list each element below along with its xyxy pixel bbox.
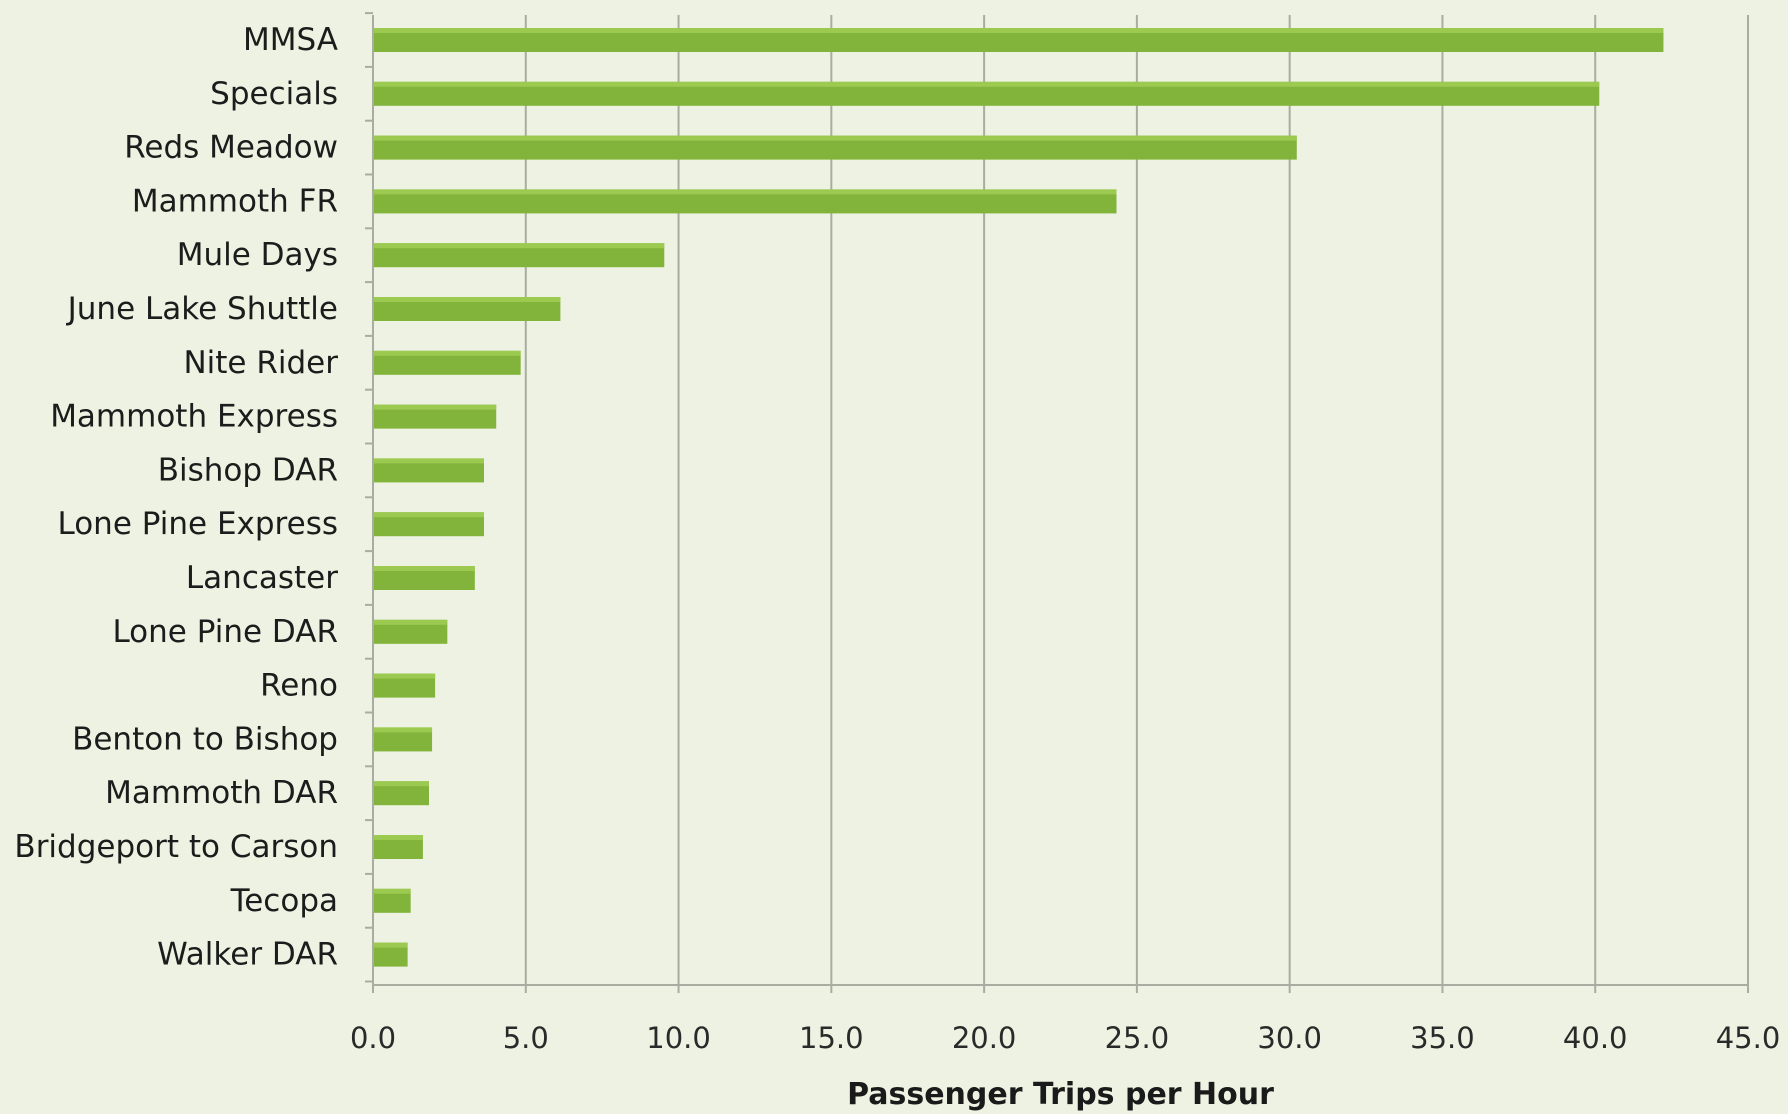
category-label-reno: Reno <box>260 668 338 704</box>
x-tick-label-35: 35.0 <box>1410 1021 1475 1055</box>
category-label-lone-pine-express: Lone Pine Express <box>57 506 338 542</box>
bar-highlight-mule-days <box>374 243 665 249</box>
x-tick-labels: 0.0 5.0 10.0 15.0 20.0 25.0 30.0 35.0 40.0 45.0 <box>350 1021 1780 1055</box>
x-axis-title: Passenger Trips per Hour <box>847 1077 1274 1112</box>
bar-highlight-bishop-dar <box>374 458 484 464</box>
x-tick-label-10: 10.0 <box>646 1021 711 1055</box>
bar-highlight-tecopa <box>374 888 411 894</box>
bars <box>374 28 1664 967</box>
bar-highlight-reno <box>374 673 436 679</box>
category-label-mammoth-dar: Mammoth DAR <box>105 775 338 811</box>
x-tick-label-15: 15.0 <box>799 1021 864 1055</box>
bar-highlight-mammoth-express <box>374 404 497 410</box>
x-tick-label-0: 0.0 <box>350 1021 396 1055</box>
category-label-mmsa: MMSA <box>243 22 338 58</box>
category-labels: MMSA Specials Reds Meadow Mammoth FR Mule Da… <box>14 22 338 973</box>
category-label-lone-pine-dar: Lone Pine DAR <box>112 614 338 650</box>
bar-highlight-nite-rider <box>374 350 521 356</box>
bar-highlight-lone-pine-express <box>374 512 484 518</box>
category-label-bridgeport-to-carson: Bridgeport to Carson <box>14 829 338 865</box>
bar-highlight-mammoth-dar <box>374 781 429 787</box>
category-label-walker-dar: Walker DAR <box>157 937 338 973</box>
category-label-mule-days: Mule Days <box>177 237 338 273</box>
bar-highlight-lone-pine-dar <box>374 619 448 625</box>
axes <box>365 12 1749 993</box>
category-label-tecopa: Tecopa <box>230 883 338 919</box>
bar-highlight-reds-meadow <box>374 135 1297 141</box>
gridlines <box>524 15 1749 985</box>
bar-highlight-mmsa <box>374 28 1664 33</box>
bar-highlight-june-lake-shuttle <box>374 297 561 302</box>
x-tick-label-20: 20.0 <box>952 1021 1017 1055</box>
category-label-lancaster: Lancaster <box>186 560 338 596</box>
x-tick-label-40: 40.0 <box>1563 1021 1628 1055</box>
bar-highlight-bridgeport-to-carson <box>374 835 423 840</box>
category-label-specials: Specials <box>210 76 338 112</box>
bar-highlight-mammoth-fr <box>374 189 1117 195</box>
x-tick-label-45: 45.0 <box>1716 1021 1781 1055</box>
category-label-mammoth-express: Mammoth Express <box>50 399 338 435</box>
bar-highlight-specials <box>374 81 1600 87</box>
bar-highlight-benton-to-bishop <box>374 727 433 733</box>
x-tick-label-30: 30.0 <box>1257 1021 1322 1055</box>
bar-highlight-lancaster <box>374 566 475 571</box>
category-label-nite-rider: Nite Rider <box>183 345 338 381</box>
category-label-june-lake-shuttle: June Lake Shuttle <box>66 291 338 327</box>
category-label-reds-meadow: Reds Meadow <box>124 130 338 166</box>
x-tick-label-25: 25.0 <box>1105 1021 1170 1055</box>
category-label-mammoth-fr: Mammoth FR <box>132 183 338 219</box>
category-label-benton-to-bishop: Benton to Bishop <box>72 721 338 757</box>
x-tick-label-5: 5.0 <box>503 1021 549 1055</box>
bar-highlight-walker-dar <box>374 942 408 948</box>
category-label-bishop-dar: Bishop DAR <box>158 452 338 488</box>
